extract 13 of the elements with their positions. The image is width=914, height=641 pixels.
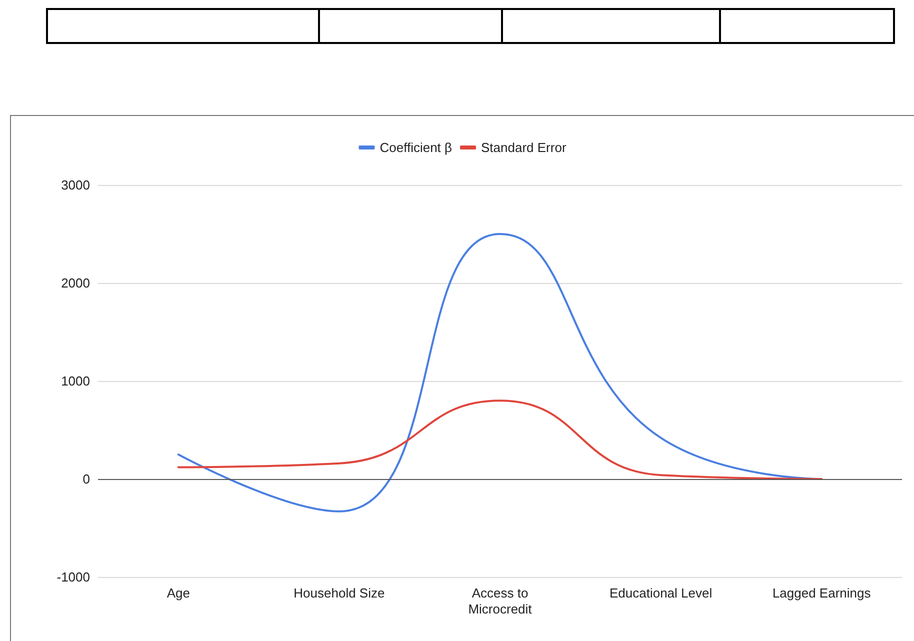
x-tick-label: Household Size: [294, 586, 385, 600]
y-tick-label: -1000: [56, 570, 90, 584]
line-series: [177, 400, 823, 480]
legend-label: Standard Error: [481, 140, 567, 155]
x-tick-label: Access to Microcredit: [468, 586, 532, 616]
x-tick-label: Lagged Earnings: [772, 586, 872, 600]
y-tick-label: 0: [82, 472, 90, 486]
y-tick-label: 3000: [61, 178, 90, 192]
y-tick-label: 2000: [61, 276, 90, 290]
x-tick-label: Educational Level: [609, 586, 712, 600]
x-tick-label: Age: [166, 586, 190, 600]
legend-label: Coefficient β: [380, 140, 452, 155]
y-tick-label: 1000: [61, 374, 90, 388]
